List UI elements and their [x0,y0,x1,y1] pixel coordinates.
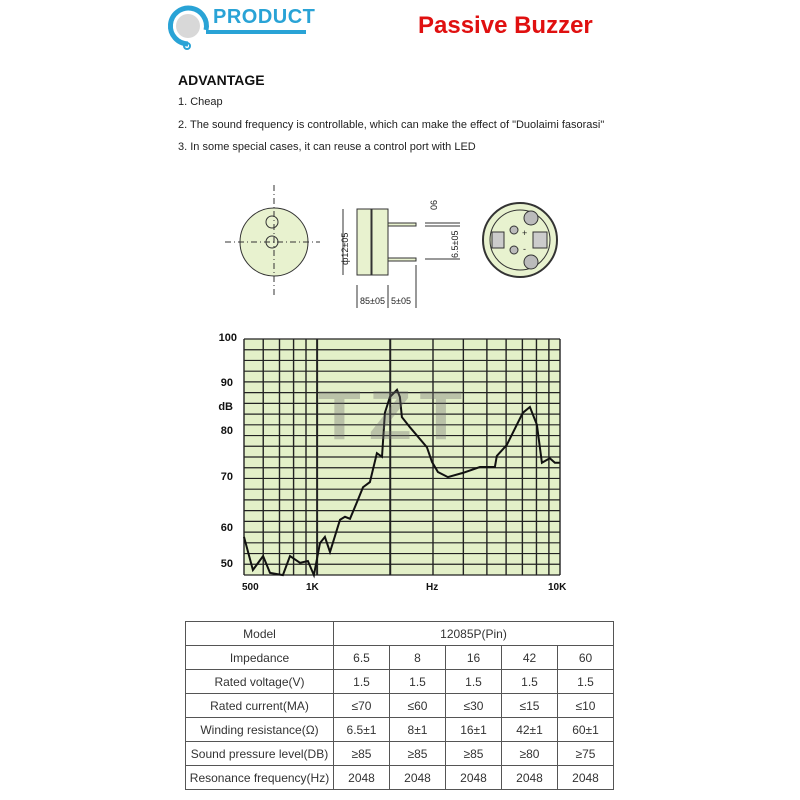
table-cell: ≥85 [445,741,502,766]
table-row: Winding resistance(Ω) 6.5±1 8±1 16±1 42±1 60±… [185,717,614,742]
table-cell: ≤70 [333,693,390,718]
table-cell: 6.5 [333,645,390,670]
logo-text: PRODUCT [213,6,316,28]
dimension-drawing: ф12±05 85±05 5±05 06 6.5±05 + - [225,185,558,308]
table-cell: 1.5 [557,669,614,694]
advantage-heading: ADVANTAGE [178,72,265,88]
response-curve [243,388,560,579]
row-label: Impedance [185,645,334,670]
table-cell: 2048 [557,765,614,790]
y-tick-label: 50 [220,558,233,570]
frequency-response-chart [243,338,561,579]
table-cell: ≥85 [333,741,390,766]
table-row: Rated voltage(V) 1.5 1.5 1.5 1.5 1.5 [185,669,614,694]
table-cell: 2048 [389,765,446,790]
row-label: Winding resistance(Ω) [185,717,334,742]
y-tick-label: 80 [220,425,233,437]
side-view: ф12±05 85±05 5±05 06 6.5±05 [340,200,460,308]
y-tick-label: 60 [220,522,233,534]
body-height-label: 85±05 [360,296,385,306]
table-cell: ≥80 [501,741,558,766]
table-cell: ≥85 [389,741,446,766]
table-cell: 2048 [333,765,390,790]
pin-spacing-label: 6.5±05 [450,231,460,258]
table-cell: ≤60 [389,693,446,718]
table-cell: 8±1 [389,717,446,742]
x-axis-unit: Hz [426,582,439,593]
table-row: Rated current(MA) ≤70 ≤60 ≤30 ≤15 ≤10 [185,693,614,718]
back-view: + - [482,202,558,278]
table-cell: 42±1 [501,717,558,742]
table-cell: ≤10 [557,693,614,718]
table-cell: 1.5 [389,669,446,694]
spec-table: Model 12085P(Pin) Impedance 6.5 8 16 42 60 Rat… [185,621,614,790]
header-cell: 12085P(Pin) [333,621,614,646]
logo-underline [206,30,306,34]
table-row: Impedance 6.5 8 16 42 60 [185,645,614,670]
table-cell: 2048 [445,765,502,790]
diameter-label: ф12±05 [340,233,350,265]
plus-label: + [522,228,527,238]
x-tick-label: 500 [242,582,259,593]
row-label: Rated current(MA) [185,693,334,718]
pin-length-label: 5±05 [391,296,411,306]
table-cell: 1.5 [445,669,502,694]
y-tick-label: 100 [218,332,237,344]
page-title: Passive Buzzer [418,12,593,39]
y-tick-label: 70 [220,471,233,483]
table-cell: 60±1 [557,717,614,742]
front-view [225,185,320,298]
table-row: Sound pressure level(DB) ≥85 ≥85 ≥85 ≥80 ≥75 [185,741,614,766]
product-logo-icon [167,5,209,50]
table-cell: 60 [557,645,614,670]
minus-label: - [523,244,526,254]
table-cell: 2048 [501,765,558,790]
table-cell: ≤15 [501,693,558,718]
x-tick-label: 10K [548,582,567,593]
advantage-item: 2. The sound frequency is controllable, … [178,119,605,131]
x-tick-label: 1K [306,582,319,593]
y-axis-unit: dB [218,401,233,413]
header-cell: Model [185,621,334,646]
pin-thickness-label: 06 [429,200,439,210]
advantage-item: 3. In some special cases, it can reuse a… [178,141,476,153]
table-cell: 16 [445,645,502,670]
table-cell: 1.5 [501,669,558,694]
row-label: Rated voltage(V) [185,669,334,694]
table-cell: ≥75 [557,741,614,766]
table-cell: 42 [501,645,558,670]
row-label: Sound pressure level(DB) [185,741,334,766]
table-header-row: Model 12085P(Pin) [185,621,614,646]
table-row: Resonance frequency(Hz) 2048 2048 2048 2048 2… [185,765,614,790]
row-label: Resonance frequency(Hz) [185,765,334,790]
table-cell: 16±1 [445,717,502,742]
y-tick-label: 90 [220,377,233,389]
table-cell: 6.5±1 [333,717,390,742]
advantage-item: 1. Cheap [178,96,223,108]
table-cell: 8 [389,645,446,670]
table-cell: 1.5 [333,669,390,694]
table-cell: ≤30 [445,693,502,718]
